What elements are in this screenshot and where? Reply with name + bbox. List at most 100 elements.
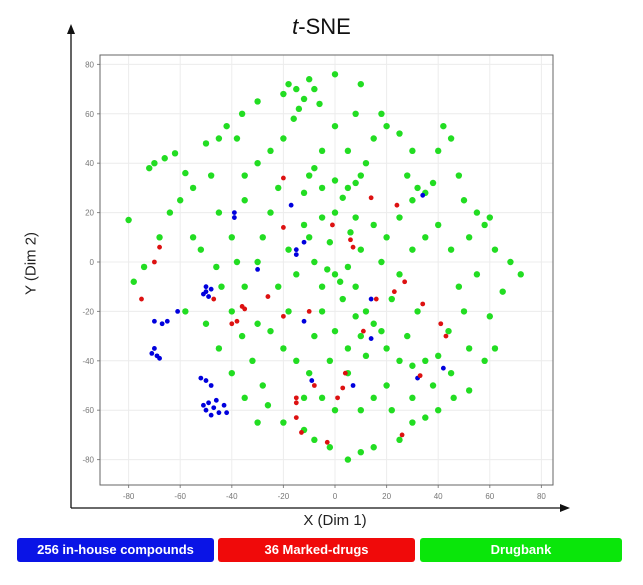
drugbank-point [293, 357, 300, 364]
drugbank-point [202, 140, 210, 147]
drugbank-point [517, 271, 524, 278]
drugbank-point [352, 313, 359, 320]
drugbank-point [409, 394, 416, 402]
marked-drug-point [281, 313, 286, 319]
in-house-point [420, 192, 426, 198]
marked-drug-point [293, 395, 299, 401]
in-house-point [211, 405, 217, 411]
drugbank-point [383, 234, 390, 241]
drugbank-point [352, 110, 359, 118]
drugbank-point [460, 308, 468, 315]
y-tick-label: 40 [85, 159, 94, 168]
drugbank-point [473, 209, 481, 216]
drugbank-point [264, 402, 272, 409]
marked-drug-point [394, 202, 400, 208]
drugbank-point [414, 184, 421, 192]
drugbank-point [396, 271, 403, 278]
drugbank-point [146, 164, 153, 172]
y-tick-label: -80 [82, 456, 94, 465]
marked-drug-point [293, 415, 299, 421]
drugbank-point [311, 85, 318, 93]
drugbank-point [306, 234, 313, 241]
in-house-point [157, 355, 162, 361]
drugbank-point [311, 164, 318, 172]
drugbank-point [300, 189, 308, 197]
in-house-point [224, 410, 230, 416]
drugbank-point [396, 130, 403, 137]
drugbank-point [280, 90, 287, 98]
drugbank-point [370, 320, 377, 327]
drugbank-point [339, 295, 346, 303]
drugbank-point [396, 357, 403, 364]
in-house-point [164, 318, 170, 324]
drugbank-point [295, 105, 303, 113]
drugbank-point [414, 308, 421, 315]
plot-frame [99, 54, 554, 486]
drugbank-point [435, 407, 442, 414]
marked-drug-point [335, 395, 340, 401]
drugbank-point [238, 110, 246, 118]
drugbank-point [156, 234, 163, 241]
in-house-point [203, 378, 209, 383]
drugbank-point [293, 85, 300, 93]
in-house-point [203, 407, 209, 413]
drugbank-point [435, 221, 442, 229]
drugbank-point [202, 320, 210, 327]
drugbank-point [344, 147, 352, 155]
in-house-point [208, 383, 214, 388]
in-house-point [203, 284, 209, 290]
drugbank-point [460, 197, 468, 204]
drugbank-point [280, 419, 287, 426]
drugbank-point [151, 160, 158, 167]
drugbank-point [465, 387, 473, 394]
drugbank-point [447, 246, 455, 253]
y-tick-label: -20 [82, 307, 94, 316]
drugbank-point [357, 80, 364, 88]
drugbank-point [499, 288, 506, 295]
drugbank-point [409, 419, 416, 426]
drugbank-point [197, 246, 205, 253]
x-tick-label: 60 [485, 492, 494, 501]
drugbank-point [507, 258, 514, 266]
in-house-point [159, 321, 165, 327]
marked-drug-point [340, 385, 346, 391]
in-house-point [255, 267, 260, 272]
drugbank-point [254, 419, 261, 426]
drugbank-point [440, 122, 447, 130]
y-axis-arrowhead [67, 24, 75, 34]
drugbank-point [207, 172, 215, 179]
drugbank-point [362, 352, 370, 360]
drugbank-point [215, 135, 223, 142]
drugbank-point [435, 147, 442, 155]
drugbank-point [140, 263, 148, 271]
y-tick-label: 20 [85, 209, 94, 218]
drugbank-point [189, 234, 197, 241]
in-house-point [350, 383, 356, 388]
drugbank-point [293, 271, 300, 278]
drugbank-point [215, 345, 223, 352]
drugbank-point [357, 332, 364, 340]
drugbank-point [486, 214, 493, 221]
drugbank-point [378, 110, 385, 118]
drugbank-point [422, 234, 429, 241]
legend-marked-drugs: 36 Marked-drugs [218, 538, 415, 562]
drugbank-point [285, 80, 292, 88]
x-tick-label: -60 [174, 492, 186, 501]
in-house-point [301, 318, 307, 324]
drugbank-point [344, 263, 352, 271]
drugbank-point [422, 357, 429, 364]
in-house-point [175, 309, 181, 314]
drugbank-point [275, 184, 282, 192]
in-house-point [309, 378, 315, 383]
drugbank-point [370, 135, 377, 142]
drugbank-point [445, 327, 452, 335]
drugbank-point [370, 444, 377, 451]
marked-drug-point [330, 222, 335, 228]
drugbank-point [331, 177, 339, 184]
x-tick-label: -40 [226, 492, 238, 501]
drugbank-point [241, 394, 248, 402]
drugbank-point [326, 357, 334, 364]
drugbank-point [396, 436, 403, 444]
drugbank-point [254, 160, 261, 167]
marked-drug-point [311, 383, 317, 388]
